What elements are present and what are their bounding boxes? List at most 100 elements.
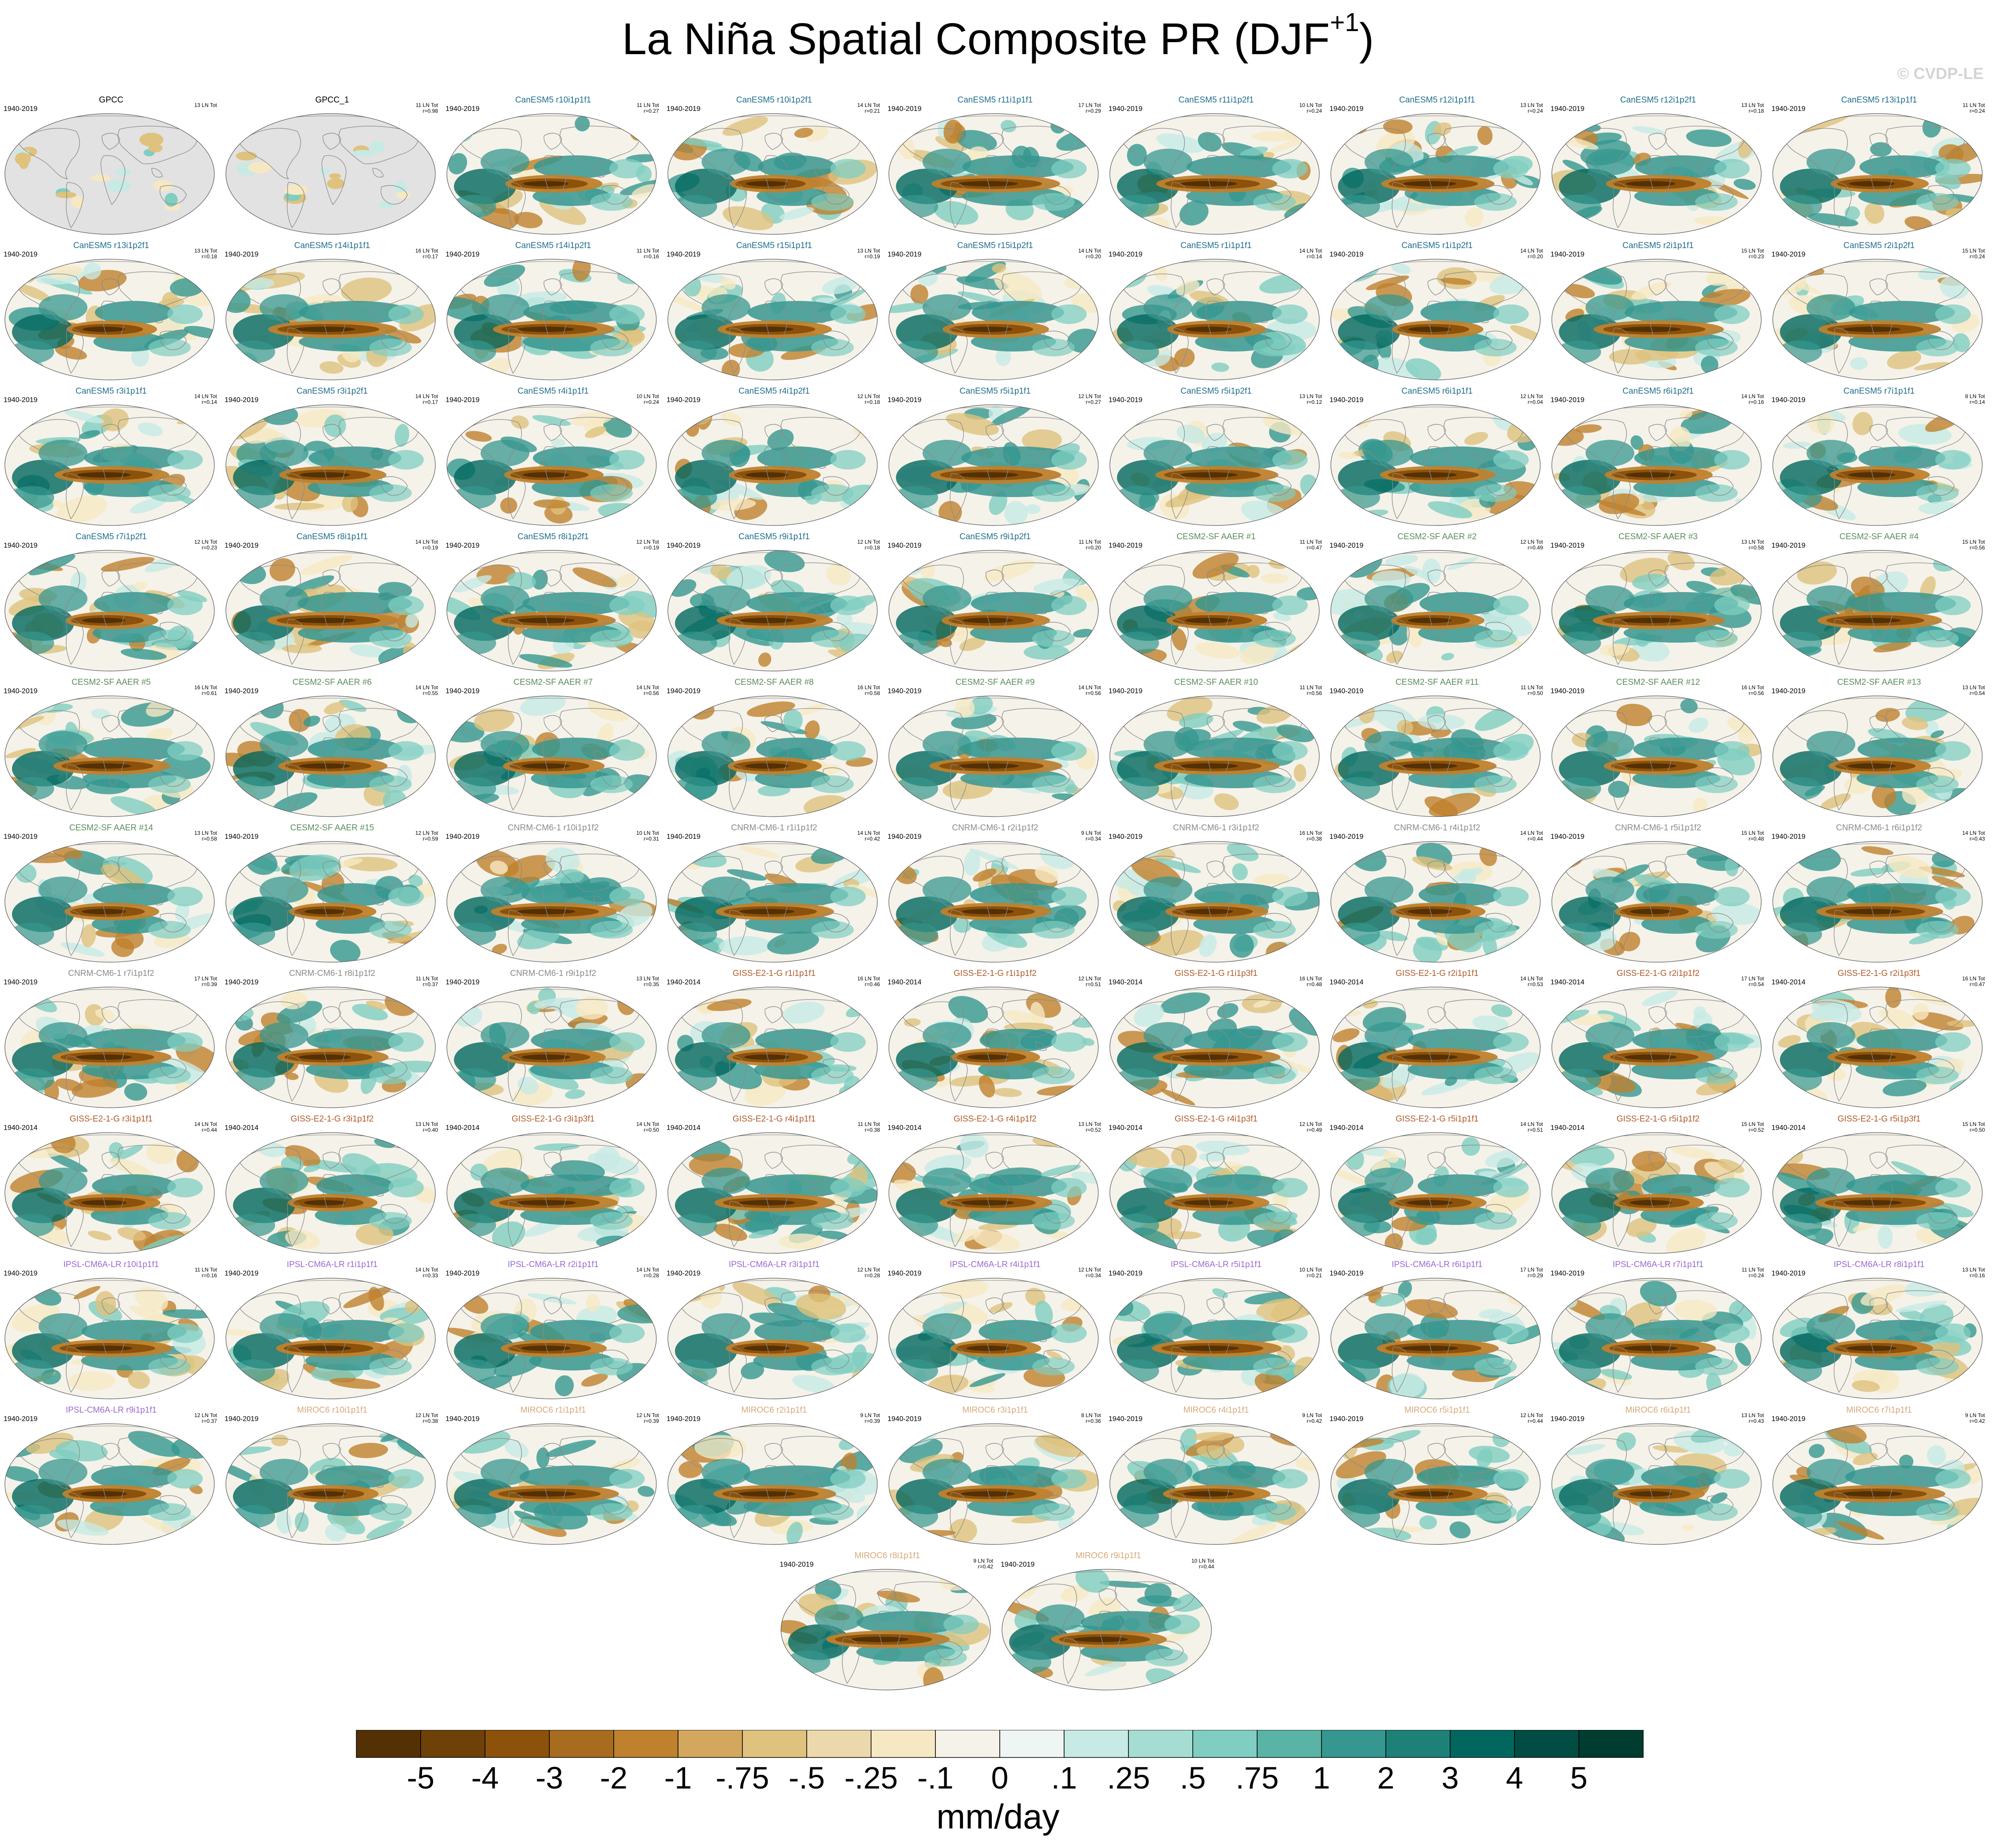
precip-map: [4, 113, 215, 235]
panel-years: 1940-2019: [1329, 251, 1364, 258]
panel-event-count: 16 LN Tot: [194, 684, 217, 691]
map-panel: MIROC6 r6i1p1f1 1940-2019 13 LN Tot r=0.43: [1548, 1406, 1768, 1550]
precip-map: [1330, 113, 1541, 235]
precip-map: [446, 987, 657, 1108]
colorbar-swatch: [485, 1730, 550, 1758]
precip-map: [1330, 987, 1541, 1108]
panel-years: 1940-2019: [888, 251, 922, 258]
map-panel: CanESM5 r3i1p2f1 1940-2019 14 LN Tot r=0.17: [222, 387, 442, 531]
map-panel: GISS-E2-1-G r3i1p3f1 1940-2014 14 LN Tot r=…: [443, 1114, 663, 1259]
map-panel: CanESM5 r7i1p1f1 1940-2019 8 LN Tot r=0.14: [1769, 387, 1989, 531]
panel-title: CESM2-SF AAER #9: [955, 678, 1035, 687]
map-panel: CESM2-SF AAER #5 1940-2019 16 LN Tot r=0.61: [1, 678, 221, 822]
precip-map: [667, 987, 878, 1108]
map-panel: MIROC6 r9i1p1f1 1940-2019 10 LN Tot r=0.44: [998, 1551, 1219, 1696]
map-panel: CanESM5 r13i1p1f1 1940-2019 11 LN Tot r=0.2…: [1769, 95, 1989, 240]
panel-event-count: 13 LN Tot: [1741, 102, 1764, 108]
colorbar-tick-label: .1: [1051, 1761, 1077, 1795]
panel-years: 1940-2019: [225, 542, 259, 549]
colorbar-tick-label: 4: [1506, 1761, 1523, 1795]
colorbar-tick-label: .5: [1180, 1761, 1206, 1795]
panel-event-count: 11 LN Tot: [415, 102, 438, 108]
panel-event-count: 12 LN Tot: [857, 393, 880, 399]
panel-correlation: r=0.50: [643, 1127, 659, 1133]
panel-event-count: 15 LN Tot: [1962, 539, 1985, 545]
map-panel: CanESM5 r3i1p1f1 1940-2019 14 LN Tot r=0.14: [1, 387, 221, 531]
panel-event-count: 11 LN Tot: [1741, 1267, 1764, 1273]
map-panel: GISS-E2-1-G r2i1p3f1 1940-2014 16 LN Tot r=…: [1769, 969, 1989, 1114]
panel-years: 1940-2014: [1329, 1124, 1364, 1132]
precip-map: [1330, 1278, 1541, 1399]
panel-correlation: r=0.16: [201, 1272, 217, 1279]
panel-title: CNRM-CM6-1 r1i1p1f2: [731, 823, 817, 833]
panel-correlation: r=0.50: [1527, 690, 1543, 696]
panel-correlation: r=0.43: [1969, 836, 1985, 842]
panel-event-count: 14 LN Tot: [857, 830, 880, 836]
panel-years: 1940-2019: [446, 1415, 480, 1423]
panel-event-count: 12 LN Tot: [1520, 539, 1543, 545]
precip-map: [446, 1132, 657, 1254]
precip-map: [4, 259, 215, 380]
panel-years: 1940-2019: [225, 833, 259, 841]
precip-map: [1109, 987, 1320, 1108]
panel-event-count: 9 LN Tot: [973, 1558, 993, 1564]
precip-map: [667, 1423, 878, 1545]
panel-title: IPSL-CM6A-LR r6i1p1f1: [1392, 1260, 1483, 1269]
precip-map: [1330, 550, 1541, 671]
panel-event-count: 12 LN Tot: [415, 1412, 438, 1418]
panel-years: 1940-2019: [1550, 105, 1585, 113]
map-panel: CanESM5 r4i1p2f1 1940-2019 12 LN Tot r=0.18: [664, 387, 884, 531]
panel-title: CNRM-CM6-1 r2i1p1f2: [952, 823, 1038, 833]
panel-correlation: r=0.51: [1085, 981, 1101, 987]
panel-years: 1940-2019: [446, 396, 480, 404]
panel-event-count: 14 LN Tot: [1520, 1121, 1543, 1127]
map-panel: GPCC 1940-2019 13 LN Tot: [1, 95, 221, 240]
panel-years: 1940-2019: [4, 687, 38, 695]
precip-map: [1330, 1423, 1541, 1545]
panel-event-count: 15 LN Tot: [1741, 248, 1764, 254]
colorbar-swatch: [935, 1730, 1000, 1758]
map-panel: GISS-E2-1-G r1i1p1f1 1940-2014 16 LN Tot r=…: [664, 969, 884, 1114]
panel-event-count: 11 LN Tot: [636, 102, 659, 108]
panel-years: 1940-2019: [4, 833, 38, 841]
panel-correlation: r=0.56: [1085, 690, 1101, 696]
panel-years: 1940-2014: [1550, 1124, 1585, 1132]
map-panel: IPSL-CM6A-LR r3i1p1f1 1940-2019 12 LN Tot r…: [664, 1260, 884, 1405]
panel-title: GISS-E2-1-G r1i1p3f1: [1175, 969, 1258, 978]
panel-title: CanESM5 r6i1p1f1: [1401, 387, 1473, 396]
panel-correlation: r=0.40: [422, 1127, 438, 1133]
panel-title: GISS-E2-1-G r5i1p1f1: [1396, 1114, 1479, 1124]
panel-title: MIROC6 r10i1p1f1: [297, 1406, 367, 1415]
panel-years: 1940-2019: [667, 1415, 701, 1423]
panel-title: CanESM5 r14i1p2f1: [515, 241, 592, 250]
map-panel: CanESM5 r8i1p2f1 1940-2019 12 LN Tot r=0.19: [443, 532, 663, 677]
panel-correlation: r=0.31: [643, 836, 659, 842]
panel-event-count: 15 LN Tot: [1962, 1121, 1985, 1127]
panel-title: CanESM5 r4i1p1f1: [517, 387, 589, 396]
map-panel: IPSL-CM6A-LR r8i1p1f1 1940-2019 13 LN Tot r…: [1769, 1260, 1989, 1405]
precip-map: [1109, 1132, 1320, 1254]
colorbar-tick-label: -5: [407, 1761, 434, 1795]
panel-correlation: r=0.98: [422, 108, 438, 114]
panel-years: 1940-2019: [888, 687, 922, 695]
panel-years: 1940-2019: [1771, 833, 1806, 841]
panel-event-count: 14 LN Tot: [1078, 248, 1101, 254]
panel-correlation: r=0.24: [1969, 108, 1985, 114]
panel-title: MIROC6 r7i1p1f1: [1846, 1406, 1912, 1415]
colorbar-swatch: [549, 1730, 614, 1758]
precip-map: [446, 1423, 657, 1545]
map-panel: MIROC6 r2i1p1f1 1940-2019 9 LN Tot r=0.39: [664, 1406, 884, 1550]
panel-correlation: r=0.42: [1306, 1418, 1322, 1424]
panel-years: 1940-2014: [667, 1124, 701, 1132]
title-superscript: +1: [1329, 8, 1359, 37]
panel-years: 1940-2019: [446, 251, 480, 258]
panel-years: 1940-2019: [1329, 1415, 1364, 1423]
panel-years: 1940-2019: [1329, 396, 1364, 404]
panel-title: CanESM5 r13i1p2f1: [73, 241, 150, 250]
map-panel: GISS-E2-1-G r3i1p1f1 1940-2014 14 LN Tot r=…: [1, 1114, 221, 1259]
map-panel: CESM2-SF AAER #8 1940-2019 16 LN Tot r=0.58: [664, 678, 884, 822]
map-panel: MIROC6 r5i1p1f1 1940-2019 12 LN Tot r=0.44: [1327, 1406, 1547, 1550]
panel-years: 1940-2019: [1771, 1270, 1806, 1277]
panel-title: CNRM-CM6-1 r10i1p1f2: [508, 823, 599, 833]
panel-event-count: 13 LN Tot: [194, 248, 217, 254]
